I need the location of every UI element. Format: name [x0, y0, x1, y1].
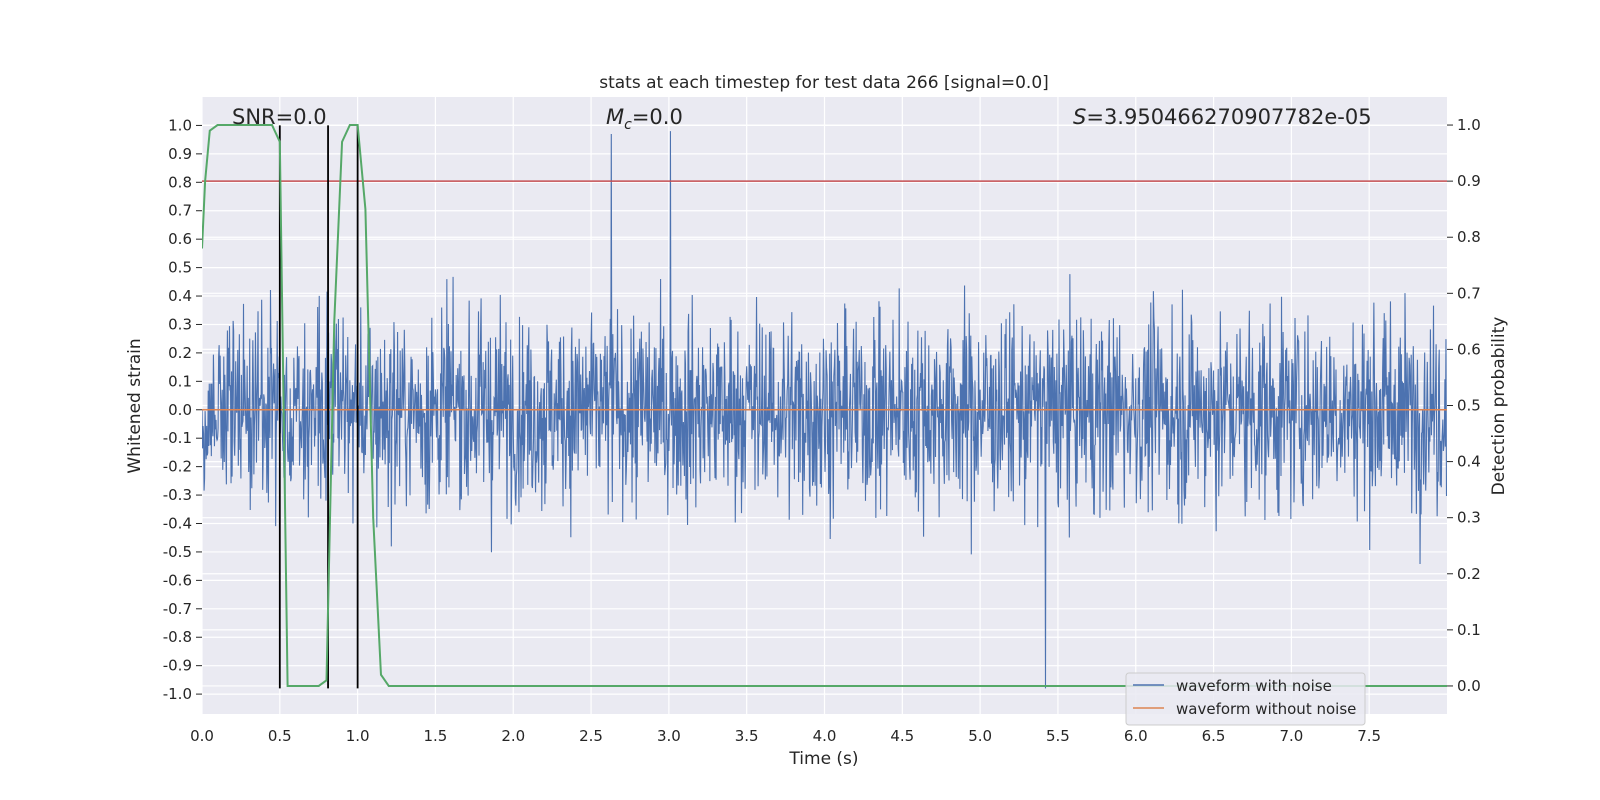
y-tick-label: -0.1	[163, 429, 192, 447]
y2-tick-label: 0.2	[1457, 565, 1481, 583]
y-axis-label: Whitened strain	[125, 338, 145, 473]
y-tick-label: 0.3	[168, 315, 192, 333]
x-tick-label: 5.0	[968, 727, 992, 745]
chirp-mass-annotation: Mc=0.0	[606, 105, 683, 133]
x-tick-label: 7.0	[1279, 727, 1303, 745]
x-tick-label: 2.0	[501, 727, 525, 745]
y2-tick-label: 0.6	[1457, 340, 1481, 358]
ticks: 0.0 0.5 1.0 1.5 2.0 2.5 3.0 3.5 4.0 4.5 5.0 5.5 6.0 6…	[163, 116, 1481, 745]
y-tick-label: -1.0	[163, 685, 192, 703]
x-tick-label: 5.5	[1046, 727, 1070, 745]
y-tick-label: 0.5	[168, 259, 192, 277]
y-tick-label: -0.4	[163, 514, 192, 532]
x-tick-label: 7.5	[1357, 727, 1381, 745]
y-tick-label: 0.9	[168, 145, 192, 163]
x-tick-label: 4.5	[890, 727, 914, 745]
y-tick-label: 1.0	[168, 116, 192, 134]
s-symbol: S	[1073, 105, 1086, 129]
x-tick-label: 1.5	[424, 727, 448, 745]
y-tick-label: -0.6	[163, 571, 192, 589]
snr-annotation: SNR=0.0	[232, 105, 327, 129]
y-tick-label: 0.6	[168, 230, 192, 248]
y-tick-label: -0.3	[163, 486, 192, 504]
legend-label-noise: waveform with noise	[1176, 677, 1332, 695]
x-tick-label: 6.0	[1124, 727, 1148, 745]
legend: waveform with noise waveform without noi…	[1125, 672, 1366, 726]
y-tick-label: -0.5	[163, 543, 192, 561]
y2-tick-label: 0.4	[1457, 453, 1481, 471]
s-value: =3.950466270907782e-05	[1086, 105, 1371, 129]
y2-tick-label: 0.7	[1457, 284, 1481, 302]
x-tick-label: 0.0	[190, 727, 214, 745]
y2-axis-label: Detection probability	[1489, 317, 1509, 496]
x-tick-label: 4.0	[813, 727, 837, 745]
mc-subscript: c	[624, 117, 632, 133]
y2-tick-label: 0.0	[1457, 677, 1481, 695]
y2-tick-label: 0.3	[1457, 509, 1481, 527]
x-tick-label: 2.5	[579, 727, 603, 745]
legend-label-clean: waveform without noise	[1176, 700, 1356, 718]
waveform-with-noise-series	[202, 131, 1447, 689]
x-tick-label: 0.5	[268, 727, 292, 745]
s-annotation: S=3.950466270907782e-05	[1073, 105, 1372, 129]
y-tick-label: -0.7	[163, 600, 192, 618]
x-tick-label: 3.0	[657, 727, 681, 745]
y2-tick-label: 0.5	[1457, 397, 1481, 415]
y2-tick-label: 0.1	[1457, 621, 1481, 639]
mc-value: =0.0	[632, 105, 683, 129]
detection-probability-line	[202, 124, 1447, 687]
y-tick-label: -0.8	[163, 628, 192, 646]
y-tick-label: 0.0	[168, 401, 192, 419]
y-tick-label: -0.9	[163, 657, 192, 675]
x-tick-label: 6.5	[1202, 727, 1226, 745]
y-tick-label: -0.2	[163, 458, 192, 476]
y2-tick-label: 0.8	[1457, 228, 1481, 246]
y-tick-label: 0.1	[168, 372, 192, 390]
mc-symbol: M	[606, 105, 624, 129]
x-tick-label: 1.0	[346, 727, 370, 745]
y2-tick-label: 1.0	[1457, 116, 1481, 134]
overlay-series	[202, 124, 1447, 689]
chart-title: stats at each timestep for test data 266…	[599, 73, 1049, 93]
x-tick-label: 3.5	[735, 727, 759, 745]
x-axis-label: Time (s)	[788, 749, 858, 769]
y-tick-label: 0.2	[168, 344, 192, 362]
y2-tick-label: 0.9	[1457, 172, 1481, 190]
waveform-with-noise-line	[202, 131, 1447, 689]
y-tick-label: 0.4	[168, 287, 192, 305]
y-tick-label: 0.8	[168, 173, 192, 191]
legend-box	[1125, 672, 1366, 726]
y-tick-label: 0.7	[168, 202, 192, 220]
